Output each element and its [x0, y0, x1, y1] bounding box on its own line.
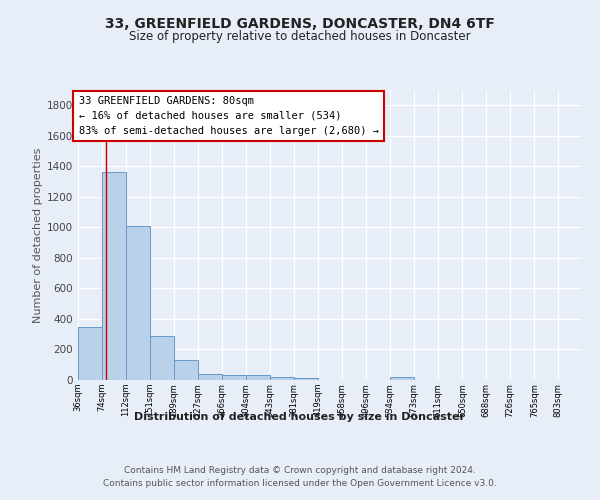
Bar — [78, 326, 102, 380]
Bar — [294, 378, 318, 380]
Text: 33 GREENFIELD GARDENS: 80sqm
← 16% of detached houses are smaller (534)
83% of s: 33 GREENFIELD GARDENS: 80sqm ← 16% of de… — [79, 96, 379, 136]
Bar — [150, 336, 174, 380]
Bar — [270, 377, 294, 380]
Bar — [246, 376, 270, 380]
Text: Distribution of detached houses by size in Doncaster: Distribution of detached houses by size … — [134, 412, 466, 422]
Text: 33, GREENFIELD GARDENS, DONCASTER, DN4 6TF: 33, GREENFIELD GARDENS, DONCASTER, DN4 6… — [105, 18, 495, 32]
Text: Contains public sector information licensed under the Open Government Licence v3: Contains public sector information licen… — [103, 479, 497, 488]
Text: Contains HM Land Registry data © Crown copyright and database right 2024.: Contains HM Land Registry data © Crown c… — [124, 466, 476, 475]
Bar — [390, 377, 414, 380]
Bar — [197, 374, 222, 380]
Text: Size of property relative to detached houses in Doncaster: Size of property relative to detached ho… — [129, 30, 471, 43]
Bar — [102, 172, 125, 380]
Y-axis label: Number of detached properties: Number of detached properties — [33, 148, 43, 322]
Bar — [125, 226, 150, 380]
Bar — [174, 360, 197, 380]
Bar — [222, 374, 246, 380]
